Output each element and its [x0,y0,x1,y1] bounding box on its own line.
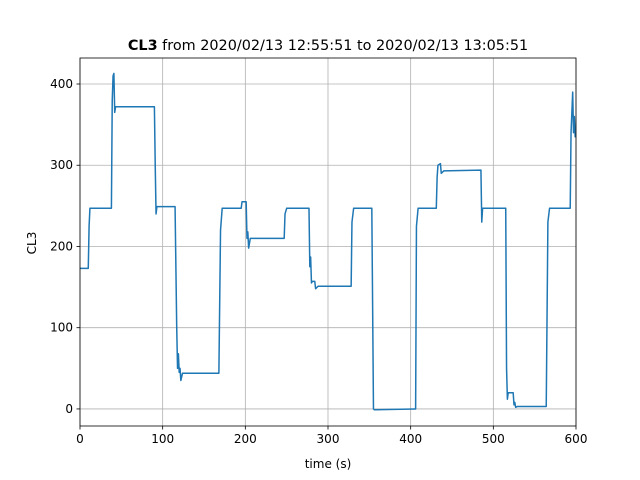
x-tick-label: 300 [317,432,340,446]
y-tick-label: 200 [50,239,73,253]
x-tick-label: 100 [151,432,174,446]
y-tick-label: 100 [50,321,73,335]
data-line [80,72,576,411]
y-tick-label: 300 [50,158,73,172]
plot-frame [79,57,577,427]
title-bold: CL3 [128,38,158,54]
x-tick-label: 0 [76,432,84,446]
y-tick-label: 0 [65,402,73,416]
x-tick-label: 200 [234,432,257,446]
title-rest: from 2020/02/13 12:55:51 to 2020/02/13 1… [162,38,528,54]
x-axis-label: time (s) [305,457,352,471]
x-tick-label: 400 [399,432,422,446]
x-tick-label: 600 [565,432,588,446]
x-tick-label: 500 [482,432,505,446]
chart-title: CL3 from 2020/02/13 12:55:51 to 2020/02/… [128,38,528,54]
y-axis-label: CL3 [25,232,39,255]
y-tick-label: 400 [50,77,73,91]
